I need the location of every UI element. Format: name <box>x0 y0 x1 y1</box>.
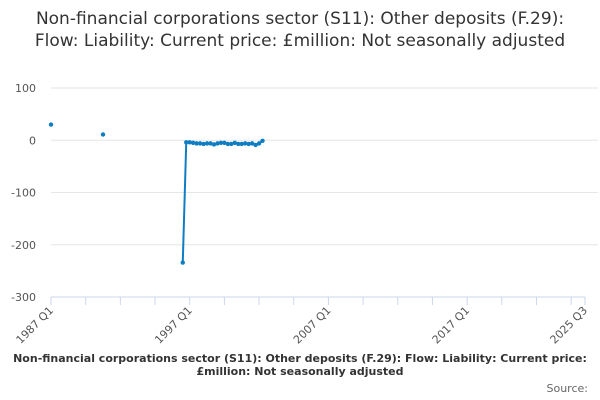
data-point <box>229 141 234 147</box>
y-tick-label: 0 <box>29 134 36 147</box>
data-point <box>194 141 199 146</box>
data-point <box>236 141 241 147</box>
y-tick-label: -100 <box>11 187 36 200</box>
data-point <box>100 132 106 137</box>
data-point <box>232 140 237 146</box>
data-point <box>208 141 213 146</box>
data-point <box>222 140 227 146</box>
data-point <box>249 141 255 146</box>
data-point <box>253 142 258 148</box>
data-point <box>225 141 231 147</box>
data-point <box>187 140 192 145</box>
x-tick-label: 1997 Q1 <box>152 304 195 347</box>
chart-title: Non-financial corporations sector (S11):… <box>34 9 566 51</box>
data-point <box>260 138 265 143</box>
data-point <box>215 141 220 146</box>
x-tick-label: 2007 Q1 <box>291 304 334 347</box>
data-point <box>256 141 262 146</box>
x-tick-label: 2017 Q1 <box>430 304 473 347</box>
x-tick-label: 2025 Q3 <box>548 304 591 347</box>
data-point <box>204 141 210 146</box>
y-tick-label: 100 <box>15 82 36 95</box>
data-point <box>180 260 185 265</box>
data-point <box>242 141 248 146</box>
x-tick-label: 1987 Q1 <box>14 304 57 347</box>
source-label: Source: <box>546 382 589 395</box>
chart-caption: Non-financial corporations sector (S11):… <box>13 352 587 378</box>
data-point <box>190 140 196 146</box>
data-point <box>184 140 189 145</box>
data-point <box>197 141 203 146</box>
data-point <box>211 142 217 147</box>
data-point <box>201 141 206 147</box>
data-point <box>246 141 251 147</box>
data-point <box>218 140 224 146</box>
data-point <box>48 122 54 127</box>
y-tick-label: -200 <box>11 239 36 252</box>
data-point <box>239 141 244 147</box>
y-tick-label: -300 <box>11 291 36 304</box>
